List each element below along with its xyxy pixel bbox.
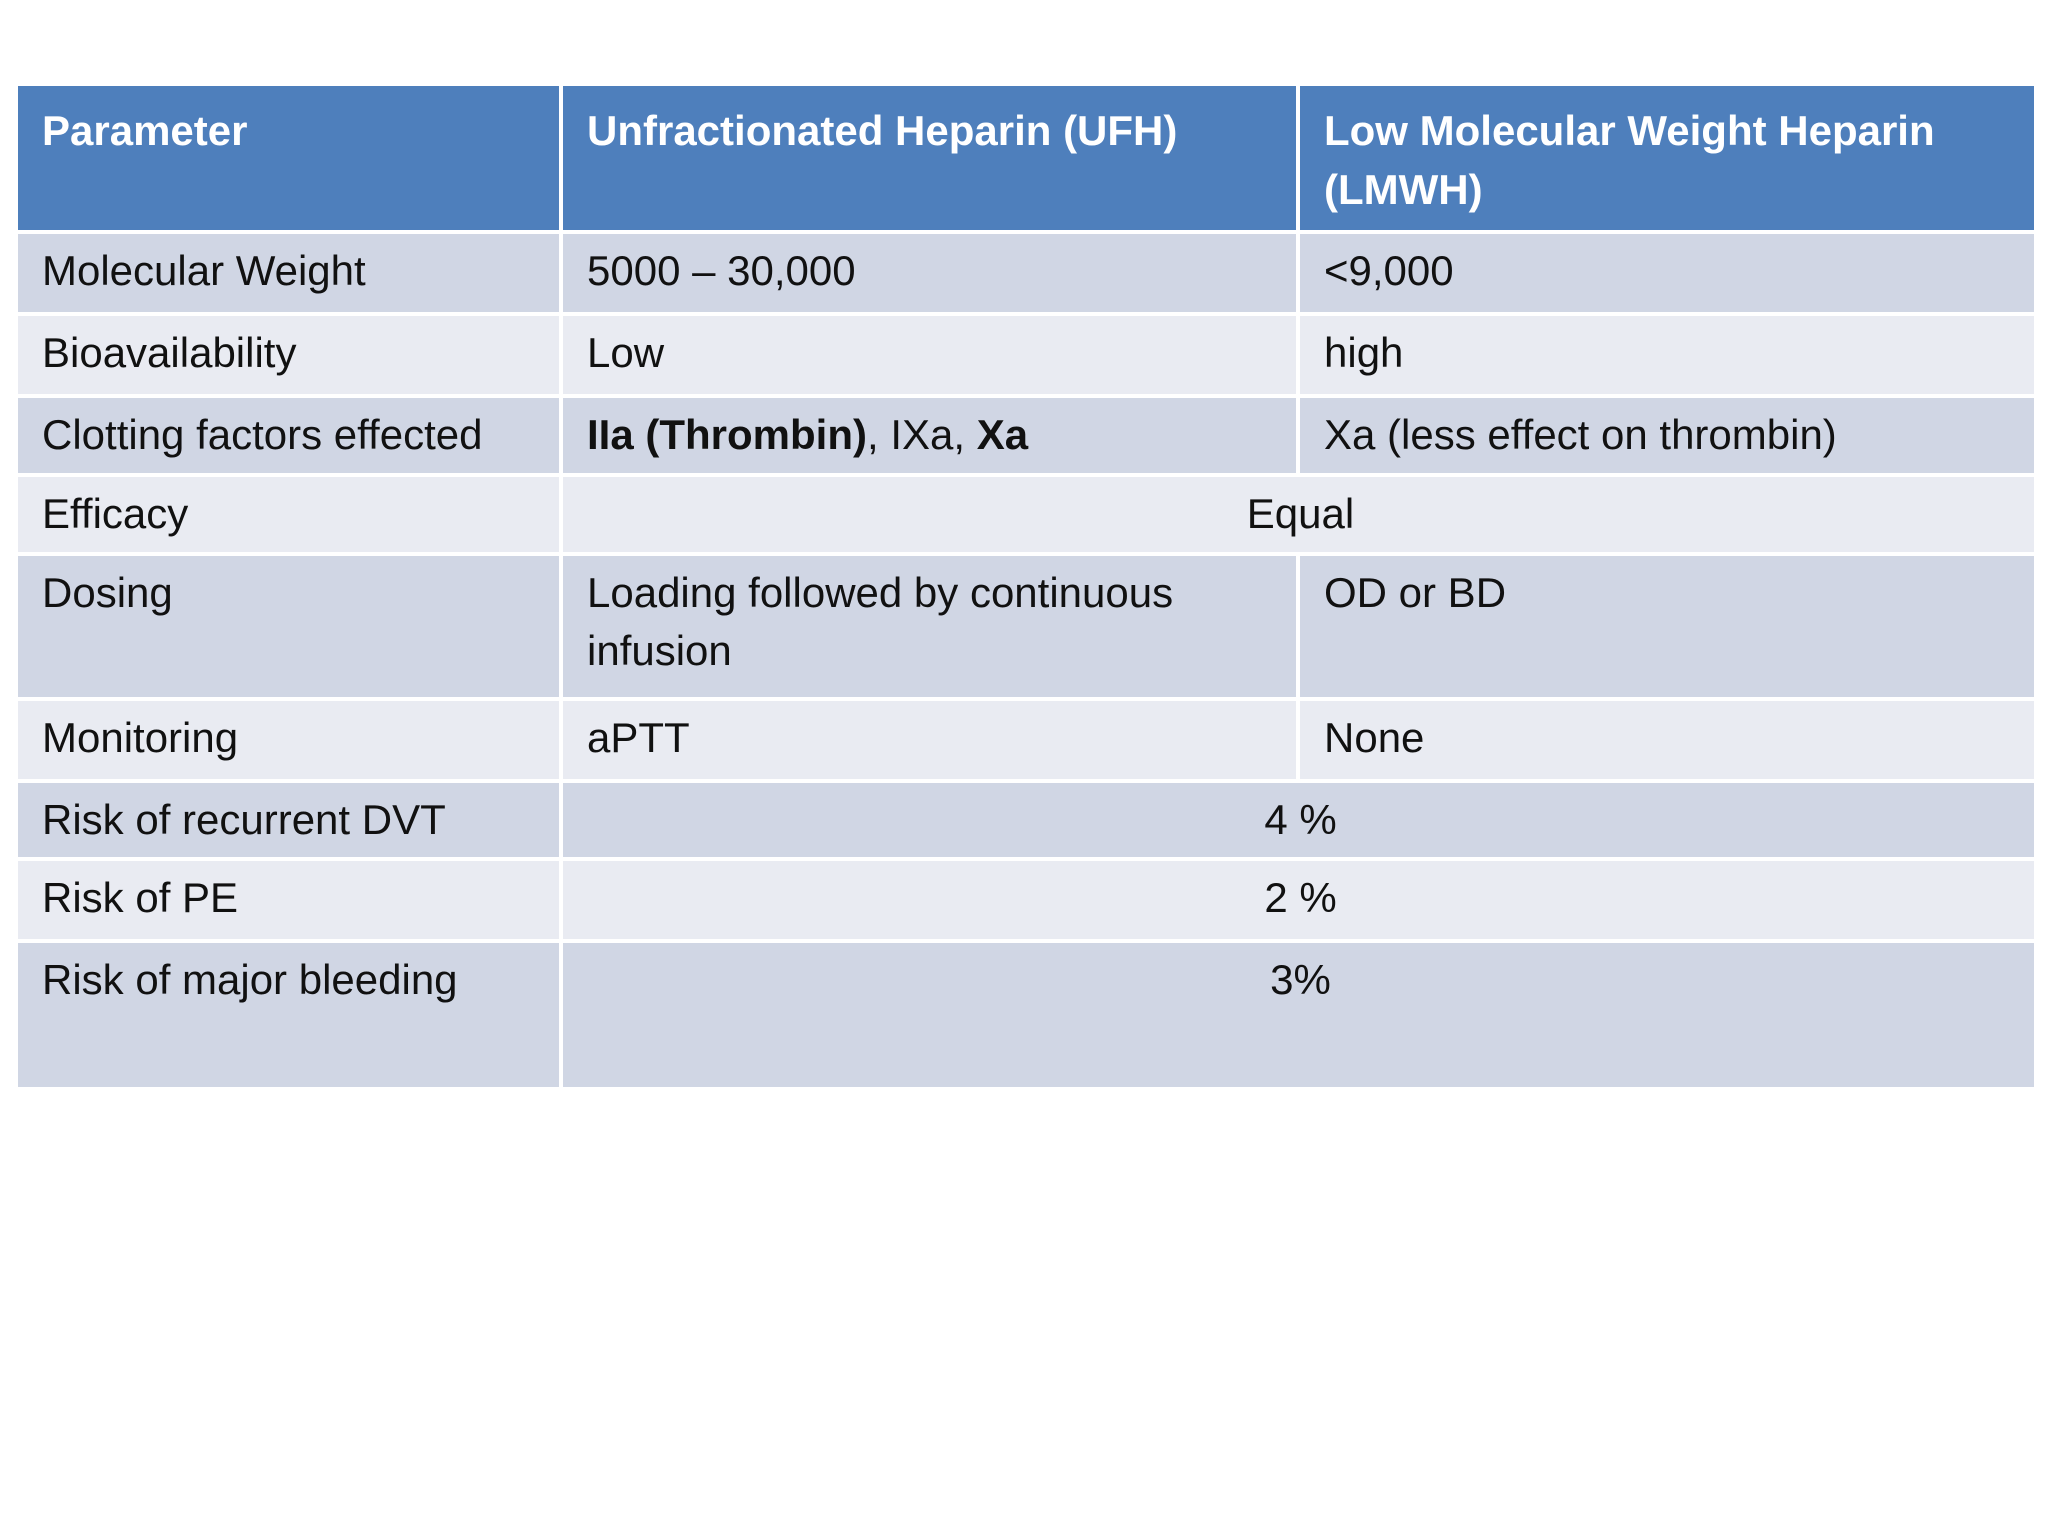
row-label-risk-recurrent-dvt: Risk of recurrent DVT [18,782,563,862]
heparin-comparison-table: Parameter Unfractionated Heparin (UFH) L… [18,86,2038,1092]
cell-clotting-factors-ufh: IIa (Thrombin), IXa, Xa [563,398,1300,477]
clotting-segment-bold: Xa [976,411,1029,458]
row-label-risk-major-bleeding: Risk of major bleeding [18,943,563,1092]
cell-monitoring-ufh: aPTT [563,700,1300,783]
row-label-monitoring: Monitoring [18,700,563,783]
cell-clotting-factors-lmwh: Xa (less effect on thrombin) [1300,398,2038,477]
table-row: Clotting factors effected IIa (Thrombin)… [18,398,2038,477]
cell-monitoring-lmwh: None [1300,700,2038,783]
table-row: Risk of recurrent DVT 4 % [18,782,2038,862]
header-cell-lmwh: Low Molecular Weight Heparin (LMWH) [1300,86,2038,234]
row-label-bioavailability: Bioavailability [18,316,563,398]
row-label-clotting-factors: Clotting factors effected [18,398,563,477]
cell-bioavailability-ufh: Low [563,316,1300,398]
cell-molecular-weight-ufh: 5000 – 30,000 [563,234,1300,316]
cell-dosing-lmwh: OD or BD [1300,555,2038,701]
cell-molecular-weight-lmwh: <9,000 [1300,234,2038,316]
table-row: Dosing Loading followed by continuous in… [18,555,2038,701]
table-header-row: Parameter Unfractionated Heparin (UFH) L… [18,86,2038,234]
table-row: Risk of major bleeding 3% [18,943,2038,1092]
cell-efficacy-merged: Equal [563,476,2038,556]
row-label-efficacy: Efficacy [18,476,563,556]
cell-risk-pe-merged: 2 % [563,861,2038,944]
table-row: Efficacy Equal [18,476,2038,556]
row-label-dosing: Dosing [18,555,563,701]
table-row: Bioavailability Low high [18,316,2038,398]
cell-risk-recurrent-dvt-merged: 4 % [563,782,2038,862]
header-cell-parameter: Parameter [18,86,563,234]
row-label-risk-pe: Risk of PE [18,861,563,944]
clotting-segment-bold: IIa (Thrombin) [587,411,867,458]
table-row: Molecular Weight 5000 – 30,000 <9,000 [18,234,2038,316]
table-row: Monitoring aPTT None [18,700,2038,783]
clotting-segment-regular: , IXa, [866,411,977,458]
row-label-molecular-weight: Molecular Weight [18,234,563,316]
header-cell-ufh: Unfractionated Heparin (UFH) [563,86,1300,234]
cell-dosing-ufh: Loading followed by continuous infusion [563,555,1300,701]
cell-bioavailability-lmwh: high [1300,316,2038,398]
cell-risk-major-bleeding-merged: 3% [563,943,2038,1092]
table-row: Risk of PE 2 % [18,861,2038,944]
